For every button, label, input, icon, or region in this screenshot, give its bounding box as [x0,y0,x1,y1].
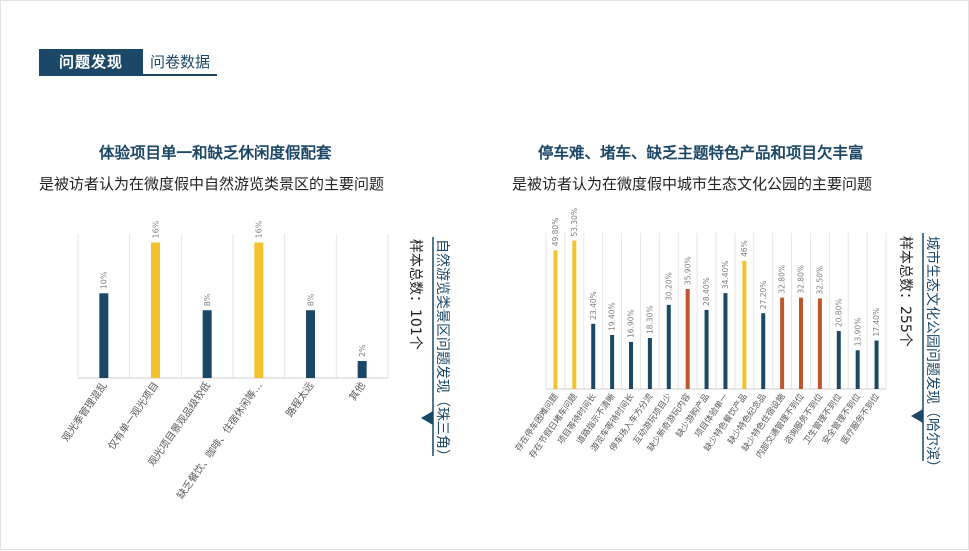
bar-5 [306,310,315,378]
bar-2 [572,240,577,389]
data-label: 16.90% [627,309,636,338]
bar-1 [99,293,109,378]
data-label: 46% [740,240,749,257]
bar-8 [685,288,690,389]
data-label: 53.30% [570,208,579,237]
tick-label: 其他 [346,379,368,403]
data-label: 13.90% [853,318,862,347]
bar-9 [704,309,709,389]
bar-11 [742,260,747,389]
right-title: 停车难、堵车、缺乏主题特色产品和项目欠丰富 [538,144,864,162]
bar-13 [780,297,785,389]
left-side-label: 自然游览类景区问题发现（珠三角） [434,239,451,463]
bar-6 [647,338,652,389]
data-label: 17.40% [872,308,881,337]
bar-7 [666,304,671,389]
tick-label: 仅有单一观光项目 [105,379,162,452]
bar-18 [874,340,879,389]
bar-1 [553,250,558,389]
header-tag: 问题发现 [39,49,143,76]
data-label: 27.20% [759,281,768,310]
data-label: 35.90% [683,256,692,285]
data-label: 16% [255,220,264,238]
bar-6 [357,361,367,378]
bar-17 [855,350,860,389]
data-label: 8% [306,293,315,306]
bar-4 [254,242,264,378]
bar-14 [799,297,803,389]
bar-12 [761,313,766,389]
right-side-label: 城市生态文化公园问题发现（哈尔滨） [924,236,941,474]
data-label: 23.40% [589,291,598,320]
right-subtitle: 是被访者认为在微度假中城市生态文化公园的主要问题 [512,175,873,193]
data-label: 20.80% [834,298,843,327]
bar-16 [836,331,841,389]
bar-15 [817,298,822,389]
data-label: 34.40% [721,261,730,290]
data-label: 19.40% [608,302,617,331]
tick-label: 路程太远 [283,379,317,419]
data-label: 16% [151,220,160,238]
bar-3 [591,323,596,389]
tick-label: 缺乏餐饮、咖啡、住宿休闲等… [174,379,265,501]
data-label: 30.20% [664,272,673,301]
data-label: 10% [100,271,109,289]
data-label: 32.80% [778,265,787,294]
data-label: 8% [203,293,212,306]
bar-3 [202,310,212,378]
data-label: 32.80% [797,265,806,294]
header-section: 问卷数据 [143,49,217,76]
bar-2 [151,242,160,378]
left-sample-label: 样本总数：101个 [407,239,423,350]
data-label: 32.50% [816,266,825,295]
data-label: 18.30% [646,305,655,334]
bar-10 [723,293,728,389]
right-sample-label: 样本总数：255个 [897,236,913,347]
data-label: 2% [358,344,367,357]
tick-label: 观光季管理混乱 [59,379,110,444]
left-side-arrow [421,411,433,425]
left-subtitle: 是被访者认为在微度假中自然游览类景区的主要问题 [39,175,385,193]
left-title: 体验项目单一和缺乏休闲度假配套 [99,144,332,162]
chart-left: 10%观光季管理混乱16%仅有单一观光项目8%观光项目景观品级较低16%缺乏餐饮… [59,220,389,501]
bar-4 [610,334,615,389]
bar-5 [629,341,633,389]
data-label: 28.40% [702,277,711,306]
right-side-arrow [911,409,923,423]
data-label: 49.80% [551,218,560,247]
chart-right: 49.80%存在停车困难问题53.30%存在节假日堵车问题23.40%项目等待时… [513,208,887,460]
